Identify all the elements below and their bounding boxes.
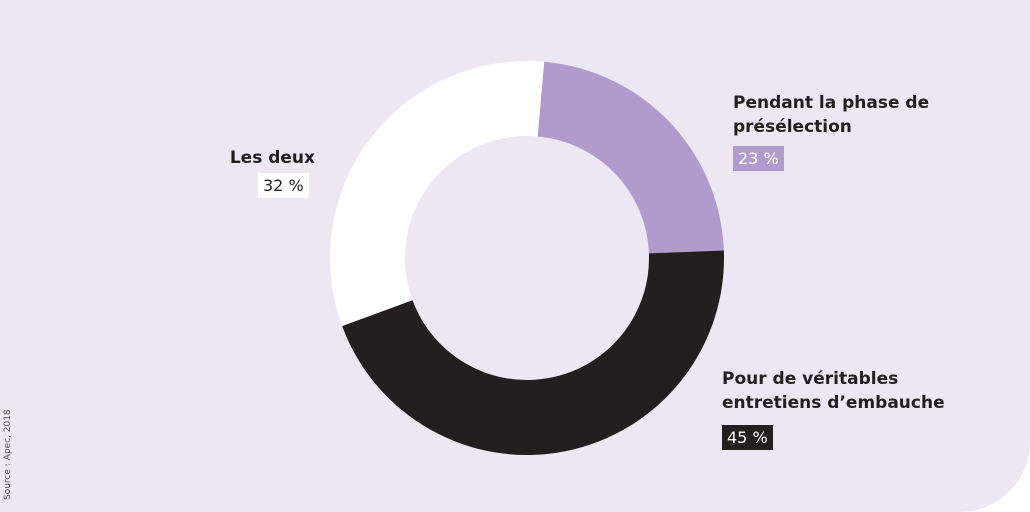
slice — [330, 60, 545, 327]
slice — [342, 250, 724, 455]
category-label: Pour de véritables entretiens d’embauche — [722, 369, 945, 413]
value-label: 23 % — [733, 146, 784, 171]
source: Source : Apec, 2018 — [3, 409, 13, 500]
category-label: Les deux — [229, 148, 315, 168]
category-label: Pendant la phase de présélection — [733, 93, 930, 137]
slice — [537, 61, 724, 254]
value-label: 32 % — [258, 173, 309, 198]
value-label: 45 % — [722, 425, 773, 450]
